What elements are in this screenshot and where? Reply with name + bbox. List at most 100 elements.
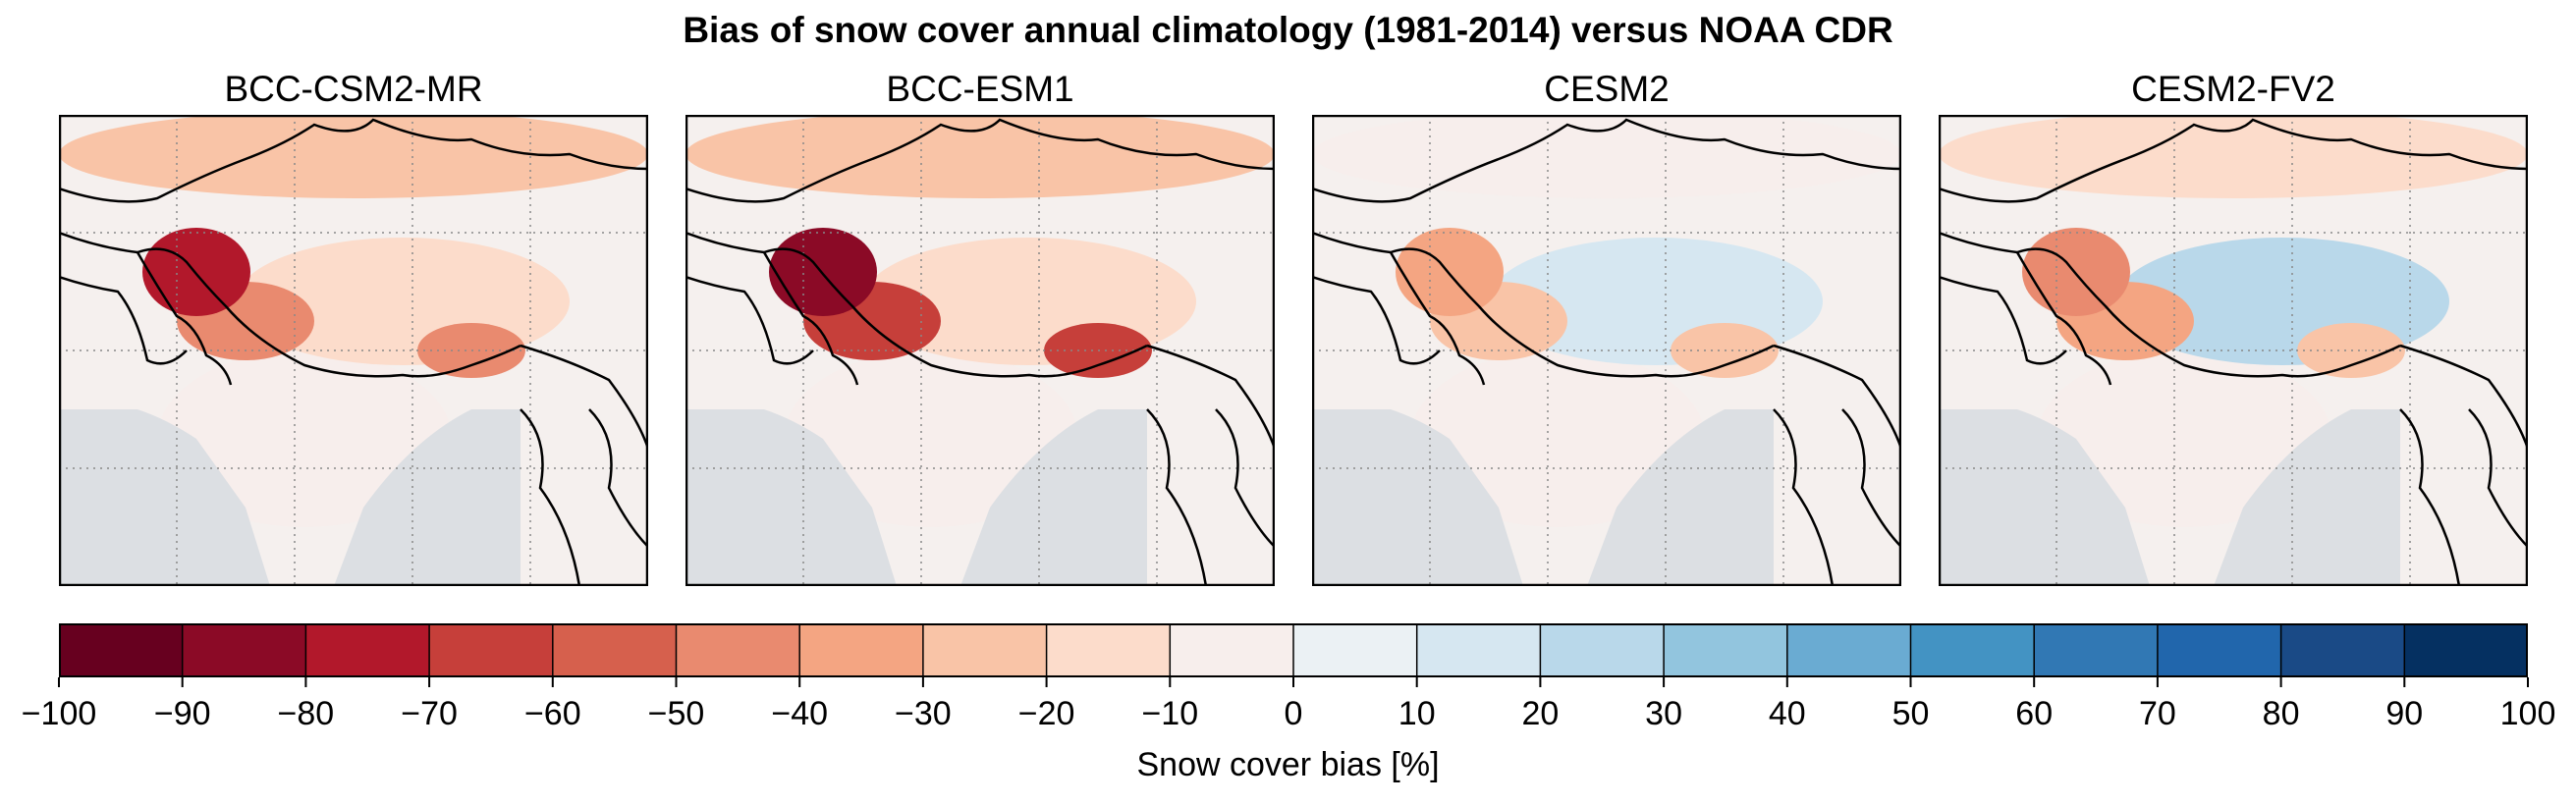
map-panel-bcc-esm1 [685,115,1275,586]
colorbar-swatch [1910,623,2035,677]
colorbar-swatch [1293,623,1418,677]
colorbar-tick-label: −20 [1018,695,1075,732]
bias-region-indian-subcontinent [1410,350,1705,527]
colorbar-swatch [1540,623,1665,677]
colorbar-swatch [305,623,430,677]
country-border [2399,344,2528,450]
bias-region-pamir-hindukush-karakoram [769,228,877,316]
panel-title-bcc-csm2-mr: BCC-CSM2-MR [224,69,483,109]
colorbar-swatch [1664,623,1788,677]
colorbar-tick-label: 50 [1892,695,1930,732]
colorbar-swatch [1786,623,1911,677]
colorbar-tick-label: 40 [1769,695,1806,732]
figure-title: Bias of snow cover annual climatology (1… [683,10,1893,50]
colorbar-tick-label: 90 [2385,695,2423,732]
country-border [1389,251,1486,386]
country-border [520,408,581,586]
colorbar-tick-label: −30 [895,695,952,732]
country-border [1939,118,2528,203]
country-border [685,118,1275,203]
country-border [2015,251,2112,386]
country-border [685,231,1148,378]
colorbar-tick-label: −60 [524,695,581,732]
colorbar-swatch [1046,623,1171,677]
bias-region-indian-subcontinent [784,350,1078,527]
map-frame [59,115,648,586]
ocean [59,409,521,586]
map-panel-cesm2-fv2 [1939,115,2528,586]
bias-region-central-asia-north [1312,115,1901,198]
map-panel-cesm2 [1312,115,1901,586]
bias-region-indian-subcontinent [157,350,452,527]
country-border [59,118,648,203]
colorbar-swatch [2157,623,2282,677]
map-frame [1939,115,2528,586]
colorbar-swatch [922,623,1048,677]
colorbar-tick-label: 100 [2500,695,2556,732]
map-frame [1312,115,1901,586]
colorbar-tick-label: −90 [154,695,211,732]
map-svg [685,115,1275,586]
colorbar-tick-label: −40 [771,695,828,732]
bias-region-indian-subcontinent [2037,350,2331,527]
country-border [2468,408,2528,548]
panel-title-cesm2: CESM2 [1544,69,1670,109]
country-border [59,275,188,365]
panel-title-cesm2-fv2: CESM2-FV2 [2131,69,2335,109]
colorbar-tick-label: −10 [1141,695,1198,732]
bias-region-pamir-hindukush-karakoram [2022,228,2130,316]
country-border [1939,275,2067,365]
country-border [1773,408,1835,586]
bias-region-pamir-hindukush-karakoram [1396,228,1504,316]
country-border [685,275,814,365]
colorbar-label: Snow cover bias [%] [1136,746,1440,783]
colorbar-ticks: −100 −90 −80 −70 −60 −50 −40 −30 −20 −10 0 10 20 30 40… [22,677,2556,732]
colorbar-swatch [59,623,184,677]
ocean [1312,409,1774,586]
country-border [136,251,233,386]
colorbar-swatch [2034,623,2159,677]
colorbar [59,623,2528,677]
colorbar-swatch [676,623,800,677]
colorbar-swatch [429,623,554,677]
map-frame [685,115,1275,586]
map-svg [1939,115,2528,586]
country-border [59,231,521,378]
country-border [1215,408,1275,548]
country-border [520,344,648,450]
bias-region-pamir-hindukush-karakoram [142,228,250,316]
colorbar-tick-label: 60 [2015,695,2053,732]
ocean [685,409,1147,586]
country-border [1312,275,1441,365]
colorbar-tick-label: 10 [1398,695,1436,732]
country-border [1146,408,1208,586]
bias-region-central-asia-north [685,115,1275,198]
colorbar-swatch [552,623,677,677]
bias-region-central-asia-north [59,115,648,198]
country-border [1312,231,1775,378]
colorbar-swatch [2404,623,2528,677]
colorbar-tick-label: 70 [2139,695,2176,732]
ocean [1939,409,2400,586]
country-border [1146,344,1275,450]
colorbar-swatch [1416,623,1541,677]
map-svg [59,115,648,586]
country-border [2399,408,2461,586]
country-border [1939,231,2401,378]
map-panel-bcc-csm2-mr [59,115,648,586]
colorbar-swatch [182,623,306,677]
bias-region-central-asia-north [1939,115,2528,198]
colorbar-tick-label: −100 [22,695,97,732]
country-border [1841,408,1901,548]
country-border [588,408,648,548]
colorbar-tick-label: −50 [648,695,705,732]
colorbar-tick-label: −80 [278,695,335,732]
country-border [762,251,859,386]
country-border [1773,344,1901,450]
panel-title-bcc-esm1: BCC-ESM1 [886,69,1074,109]
colorbar-tick-label: 0 [1285,695,1303,732]
colorbar-tick-label: −70 [401,695,458,732]
colorbar-swatch [1170,623,1294,677]
colorbar-swatch [799,623,924,677]
country-border [1312,118,1901,203]
